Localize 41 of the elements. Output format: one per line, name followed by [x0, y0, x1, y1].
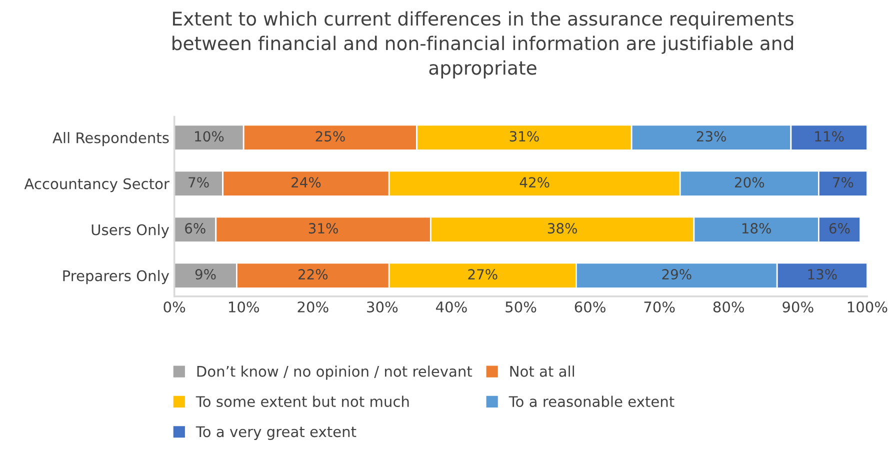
data-label: 29% [662, 269, 692, 280]
data-label: 9% [195, 269, 216, 280]
data-label: 31% [510, 131, 539, 142]
y-tick-label: All Respondents [52, 132, 169, 146]
data-label: 6% [829, 223, 850, 234]
x-tick-label: 80% [713, 301, 744, 312]
data-label: 42% [520, 177, 550, 188]
y-tick-label: Preparers Only [63, 270, 170, 284]
data-label: 22% [298, 269, 328, 280]
data-label: 27% [468, 269, 498, 280]
y-tick-label: Users Only [92, 224, 170, 238]
x-tick-label: 70% [644, 301, 675, 312]
legend-label: Don’t know / no opinion / not relevant [197, 366, 472, 380]
legend-label: To some extent but not much [196, 396, 409, 408]
data-label: 11% [815, 131, 844, 142]
data-label: 18% [742, 223, 771, 234]
x-tick-label: 10% [229, 301, 260, 312]
legend-label: Not at all [510, 366, 574, 377]
x-tick-label: 20% [298, 301, 328, 312]
data-label: 6% [185, 223, 206, 234]
x-tick-label: 100% [848, 301, 888, 312]
data-label: 23% [696, 131, 726, 142]
x-tick-label: 60% [574, 301, 606, 312]
data-label: 13% [808, 269, 837, 280]
chart-title: Extent to which current differences in the assurance requirements between financial and non-financial information are justifiable and appropriate [172, 11, 794, 78]
data-label: 10% [195, 131, 224, 142]
x-tick-label: 0% [164, 301, 186, 312]
legend-label: To a very great extent [196, 426, 356, 440]
x-tick-label: 50% [506, 301, 536, 312]
x-tick-label: 40% [436, 301, 467, 312]
data-label: 24% [292, 177, 321, 188]
data-label: 7% [833, 177, 854, 188]
data-label: 25% [316, 131, 345, 142]
x-tick-label: 90% [782, 301, 814, 312]
data-label: 20% [734, 177, 764, 188]
data-label: 38% [548, 223, 577, 234]
data-label: 31% [308, 223, 338, 234]
legend-label: To a reasonable extent [508, 396, 674, 408]
data-label: 7% [188, 177, 209, 188]
y-tick-label: Accountancy Sector [24, 178, 170, 192]
x-tick-label: 30% [367, 301, 398, 312]
